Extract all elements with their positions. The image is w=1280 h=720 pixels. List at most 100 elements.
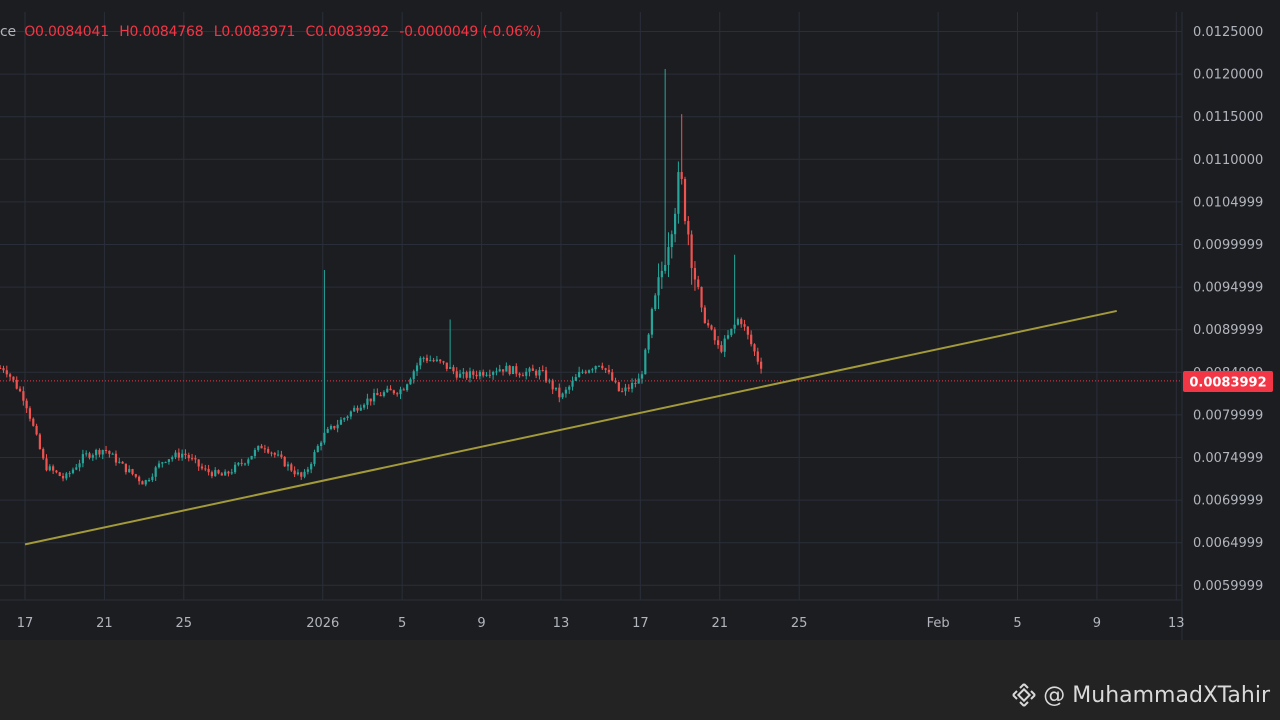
candle-body (220, 473, 223, 476)
y-tick-label: 0.0099999 (1193, 238, 1263, 253)
candle (333, 425, 336, 431)
candle-body (184, 453, 187, 455)
candle-body (247, 459, 250, 464)
candle-body (32, 418, 35, 426)
candle (406, 383, 409, 392)
candle-body (177, 452, 180, 458)
candle-body (336, 424, 339, 429)
candle-body (439, 359, 442, 362)
candle (326, 426, 329, 434)
candle-body (525, 371, 528, 376)
candle-body (283, 456, 286, 467)
y-tick-label: 0.0094999 (1193, 281, 1263, 296)
candle-body (710, 325, 713, 330)
candle (171, 455, 174, 462)
candle (48, 464, 51, 472)
candle (270, 451, 273, 457)
candle (505, 362, 508, 372)
candle-body (716, 340, 720, 346)
candle (131, 468, 134, 476)
candle-body (22, 391, 25, 401)
candle-body (693, 268, 697, 280)
price-axis-bg[interactable] (1182, 12, 1280, 640)
candle (316, 444, 319, 453)
candle (300, 471, 303, 480)
candle-body (707, 323, 710, 326)
candle-body (528, 368, 531, 372)
price-chart[interactable]: 0.0125000 0.0120000 0.0115000 0.0110000 0.01… (0, 0, 1280, 640)
candle (584, 369, 587, 375)
candle-body (68, 473, 71, 475)
candle-body (376, 392, 379, 396)
candle-body (726, 335, 730, 339)
candle (386, 385, 389, 393)
candle-body (12, 376, 15, 380)
legend-high-value: 0.0084768 (129, 24, 204, 40)
candle (399, 386, 402, 399)
candle (194, 455, 197, 464)
candle (697, 275, 700, 290)
candle-body (257, 445, 260, 450)
candle (303, 469, 306, 479)
candle (15, 376, 18, 390)
candle-body (468, 371, 472, 378)
candle-body (194, 458, 197, 460)
candle (293, 466, 296, 478)
candle-body (703, 307, 706, 324)
candle (720, 341, 723, 354)
candle (237, 462, 240, 467)
candle (296, 469, 300, 476)
candle (591, 367, 594, 373)
candle (511, 366, 515, 375)
candle (121, 461, 124, 464)
candle (138, 475, 141, 485)
candle-body (151, 476, 154, 481)
legend-prefix: ce (0, 24, 16, 40)
candle-body (594, 366, 597, 370)
candle-body (372, 392, 376, 402)
candle-body (52, 466, 55, 471)
candle-body (250, 455, 253, 460)
candle (544, 366, 548, 384)
candle-body (465, 372, 468, 378)
candle (38, 432, 41, 450)
price-axis[interactable]: 0.0125000 0.0120000 0.0115000 0.0110000 0.01… (1193, 25, 1263, 594)
candle-body (359, 407, 362, 411)
candle-body (720, 345, 723, 352)
candle (412, 369, 415, 384)
candle-body (607, 369, 611, 373)
candle (71, 467, 75, 475)
candle-body (667, 247, 670, 265)
candle-body (627, 387, 630, 389)
candle-body (326, 429, 329, 433)
candle-body (558, 387, 561, 398)
candle-body (38, 434, 41, 450)
candle-body (756, 351, 759, 362)
candle-body (98, 449, 101, 455)
candle-body (392, 390, 395, 394)
time-axis-bg[interactable] (0, 600, 1182, 640)
candle-body (124, 463, 128, 473)
candle-body (647, 334, 650, 350)
time-axis[interactable]: 17 21 25 2026 5 9 13 17 21 25 Feb 5 9 13 (17, 616, 1185, 631)
candle-body (455, 371, 458, 378)
candle (462, 368, 465, 379)
candle (167, 459, 171, 465)
candle (518, 372, 521, 378)
candle-body (753, 344, 756, 352)
candle-body (263, 448, 266, 450)
candle-body (108, 450, 111, 454)
candle (346, 415, 349, 421)
candle-body (462, 372, 465, 374)
candle-body (349, 411, 352, 417)
candle (449, 319, 452, 370)
chart-area[interactable]: 0.0125000 0.0120000 0.0115000 0.0110000 0.01… (0, 0, 1280, 640)
candle (452, 364, 455, 375)
candle-body (422, 357, 425, 359)
candle (432, 357, 435, 363)
candle-body (190, 458, 194, 460)
candle-body (197, 459, 200, 467)
candle (392, 389, 395, 395)
candle-body (58, 472, 61, 476)
candle-body (554, 387, 558, 390)
